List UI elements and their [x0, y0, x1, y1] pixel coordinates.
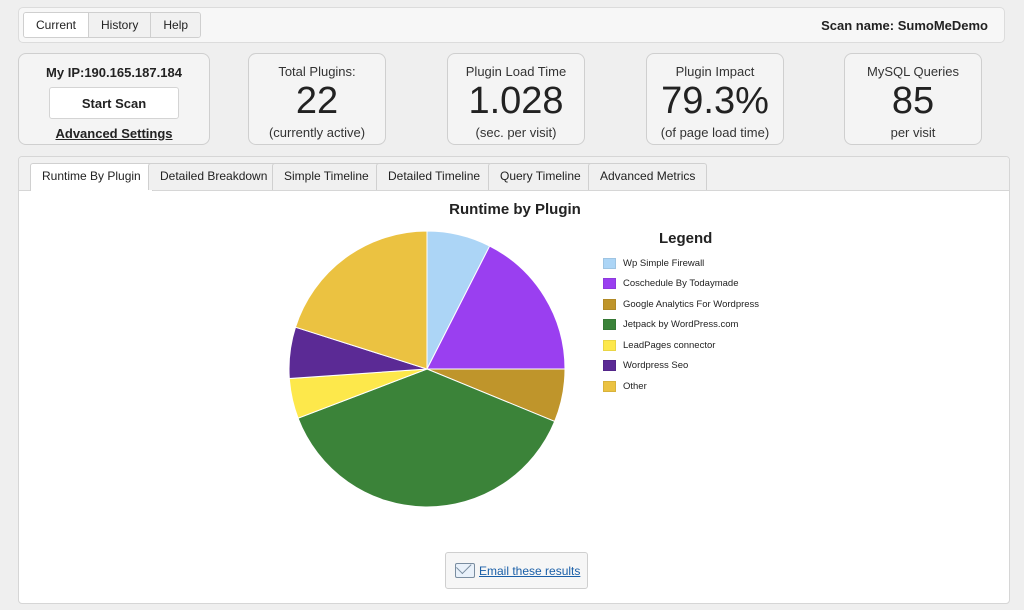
stat-value: 79.3%	[661, 80, 769, 122]
tab-current[interactable]: Current	[24, 13, 90, 37]
my-ip: My IP:190.165.187.184	[46, 65, 182, 80]
stat-label: MySQL Queries	[867, 64, 959, 79]
scan-name-value: SumoMeDemo	[897, 18, 988, 33]
stat-sub: (sec. per visit)	[475, 125, 557, 140]
legend-label: Wp Simple Firewall	[623, 257, 705, 269]
legend-item: Wp Simple Firewall	[603, 253, 759, 274]
stat-label: Total Plugins:	[278, 64, 356, 79]
legend-item: Wordpress Seo	[603, 356, 759, 377]
stat-card-total-plugins: Total Plugins: 22 (currently active)	[248, 53, 386, 145]
stat-sub: (of page load time)	[660, 125, 770, 140]
tab-simple-timeline[interactable]: Simple Timeline	[272, 163, 381, 190]
legend-swatch	[603, 319, 616, 331]
legend-label: LeadPages connector	[623, 339, 716, 351]
results-panel: Runtime By Plugin Detailed Breakdown Sim…	[18, 156, 1010, 604]
scan-name: Scan name: SumoMeDemo	[821, 18, 988, 33]
legend-item: LeadPages connector	[603, 335, 759, 356]
stat-label: Plugin Load Time	[465, 64, 567, 79]
legend-label: Jetpack by WordPress.com	[623, 319, 739, 331]
pie-slice-other	[294, 230, 428, 370]
start-scan-button[interactable]: Start Scan	[49, 87, 179, 119]
top-tab-group: Current History Help	[23, 12, 202, 38]
envelope-icon	[455, 563, 475, 578]
legend-label: Coschedule By Todaymade	[623, 278, 739, 290]
pie-slice-coschedule-by-todaymade	[426, 245, 566, 370]
stat-label: Plugin Impact	[675, 64, 755, 79]
tab-advanced-metrics[interactable]: Advanced Metrics	[588, 163, 708, 190]
legend-title: Legend	[659, 230, 713, 247]
advanced-settings-link[interactable]: Advanced Settings	[55, 126, 173, 141]
tab-history[interactable]: History	[89, 13, 152, 37]
legend-swatch	[603, 257, 616, 269]
legend-swatch	[603, 339, 616, 351]
legend-item: Coschedule By Todaymade	[603, 274, 759, 295]
legend-label: Other	[623, 380, 647, 392]
chart-title: Runtime by Plugin	[449, 201, 581, 218]
chart-legend: Wp Simple Firewall Coschedule By Todaymad…	[603, 253, 759, 397]
stat-sub: (currently active)	[268, 125, 366, 140]
tab-runtime-by-plugin[interactable]: Runtime By Plugin	[30, 163, 153, 191]
legend-swatch	[603, 360, 616, 372]
legend-label: Google Analytics For Wordpress	[623, 298, 760, 310]
scan-name-label: Scan name:	[821, 18, 895, 33]
stat-value: 85	[891, 80, 935, 122]
legend-swatch	[603, 380, 616, 392]
tab-help[interactable]: Help	[151, 13, 201, 37]
top-toolbar: Current History Help Scan name: SumoMeDe…	[18, 7, 1005, 43]
tab-detailed-timeline[interactable]: Detailed Timeline	[376, 163, 493, 190]
stat-value: 1.028	[468, 80, 564, 122]
legend-item: Jetpack by WordPress.com	[603, 315, 759, 336]
stat-value: 22	[295, 80, 339, 122]
pie-slice-jetpack-by-wordpress-com	[297, 368, 556, 508]
scan-control-card: My IP:190.165.187.184 Start Scan Advance…	[18, 53, 210, 145]
results-tab-bar: Runtime By Plugin Detailed Breakdown Sim…	[19, 157, 1009, 191]
legend-item: Google Analytics For Wordpress	[603, 294, 759, 315]
email-results-link[interactable]: Email these results	[479, 563, 581, 578]
stat-sub: per visit	[890, 125, 936, 140]
legend-swatch	[603, 298, 616, 310]
legend-label: Wordpress Seo	[623, 360, 689, 372]
email-results-button[interactable]: Email these results	[445, 552, 588, 589]
tab-query-timeline[interactable]: Query Timeline	[488, 163, 593, 190]
runtime-pie-chart	[288, 230, 566, 508]
stat-card-mysql-queries: MySQL Queries 85 per visit	[844, 53, 982, 145]
stat-card-plugin-impact: Plugin Impact 79.3% (of page load time)	[646, 53, 784, 145]
stat-card-plugin-load-time: Plugin Load Time 1.028 (sec. per visit)	[447, 53, 585, 145]
legend-item: Other	[603, 376, 759, 397]
legend-swatch	[603, 278, 616, 290]
